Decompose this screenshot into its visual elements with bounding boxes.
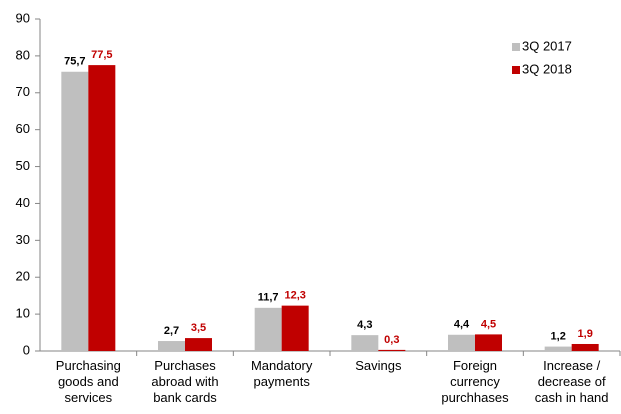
value-label: 1,9: [578, 328, 593, 340]
bar: [281, 305, 309, 351]
y-tick-label: 70: [16, 84, 30, 99]
y-tick-label: 0: [23, 342, 30, 357]
y-tick-label: 80: [16, 47, 30, 62]
value-label: 2,7: [164, 325, 179, 337]
value-label: 3,5: [191, 322, 206, 334]
value-label: 4,3: [357, 319, 372, 331]
value-label: 4,4: [454, 319, 470, 331]
y-tick-label: 50: [16, 158, 30, 173]
bar: [544, 346, 572, 351]
y-tick-label: 40: [16, 195, 30, 210]
value-label: 4,5: [481, 318, 496, 330]
bar: [448, 334, 475, 351]
x-tick-label: Mandatory payments: [251, 358, 313, 389]
y-tick-label: 30: [16, 232, 30, 247]
bar: [185, 338, 212, 351]
bar: [158, 341, 185, 351]
legend-label: 3Q 2018: [522, 61, 572, 76]
y-tick-label: 10: [16, 306, 30, 321]
x-tick-label: Foreign currency purchhases: [441, 358, 509, 405]
legend-label: 3Q 2017: [522, 38, 572, 53]
y-tick-label: 90: [16, 10, 30, 25]
value-label: 1,2: [551, 330, 566, 342]
bar: [475, 334, 502, 351]
legend-swatch: [512, 43, 520, 51]
value-label: 75,7: [64, 56, 85, 68]
value-label: 0,3: [384, 334, 399, 346]
bar: [88, 65, 116, 351]
bar: [61, 71, 89, 352]
x-tick-label: Purchases abroad with bank cards: [151, 358, 218, 405]
value-label: 77,5: [91, 49, 112, 61]
value-label: 11,7: [258, 292, 279, 304]
y-tick-label: 20: [16, 269, 30, 284]
bar: [378, 349, 406, 351]
bar: [254, 307, 282, 351]
y-tick-label: 60: [16, 121, 30, 136]
value-label: 12,3: [284, 290, 305, 302]
bar: [571, 343, 599, 351]
x-tick-label: Purchasing goods and services: [56, 358, 121, 405]
x-tick-label: Increase / decrease of cash in hand: [535, 358, 609, 405]
bar: [351, 335, 379, 351]
x-tick-label: Savings: [355, 358, 402, 373]
legend-swatch: [512, 66, 520, 74]
